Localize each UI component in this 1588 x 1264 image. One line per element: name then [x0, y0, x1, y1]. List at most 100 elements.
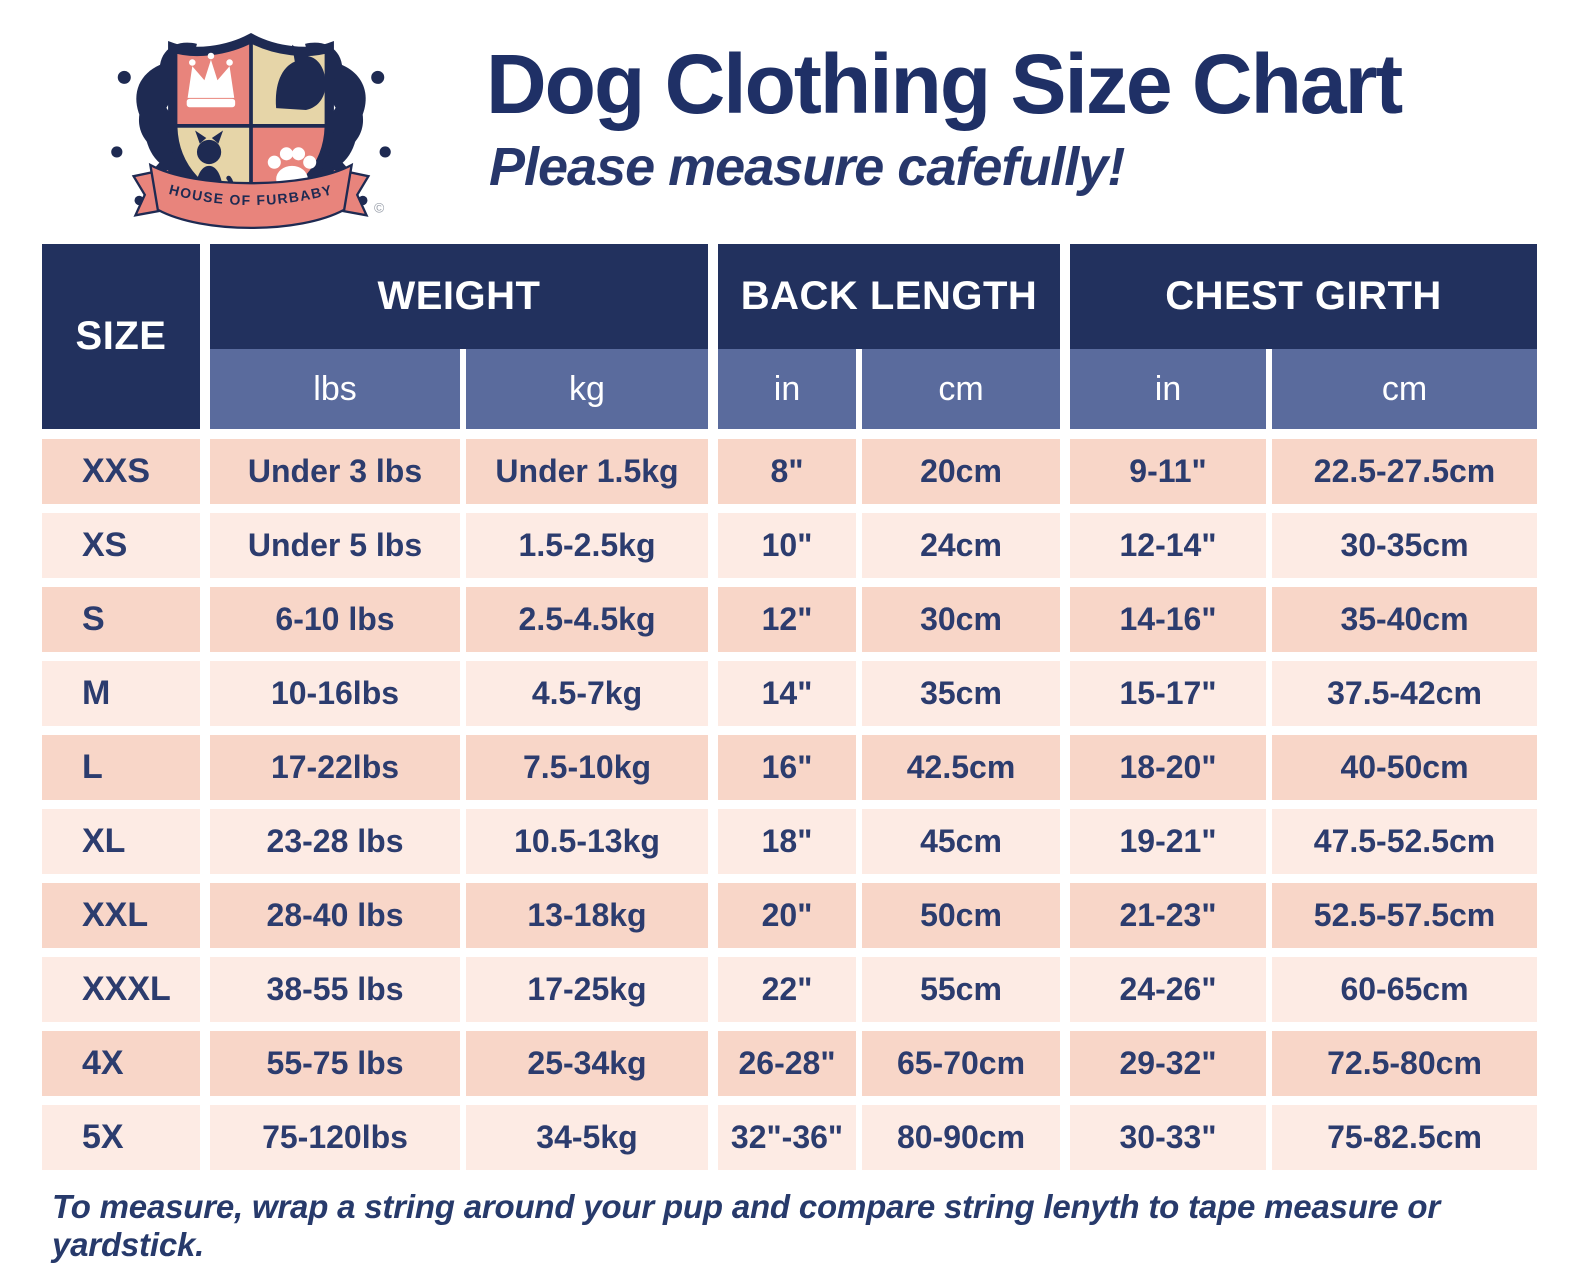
table-body: XXS Under 3 lbs Under 1.5kg 8" 20cm 9-11…	[42, 439, 1588, 1170]
column-header-size: SIZE	[42, 244, 200, 429]
weight-lbs-cell: 23-28 lbs	[210, 809, 460, 874]
size-label: 4X	[42, 1031, 200, 1096]
unit-header-chest-cm: cm	[1272, 349, 1537, 429]
chest-girth-cm-cell: 40-50cm	[1272, 735, 1537, 800]
back-length-in-cell: 22"	[718, 957, 856, 1022]
size-label: XL	[42, 809, 200, 874]
chest-girth-in-cell: 12-14"	[1070, 513, 1266, 578]
size-label: S	[42, 587, 200, 652]
unit-header-back-in: in	[718, 349, 856, 429]
back-length-in-cell: 26-28"	[718, 1031, 856, 1096]
chest-girth-in-cell: 18-20"	[1070, 735, 1266, 800]
chest-girth-cm-cell: 37.5-42cm	[1272, 661, 1537, 726]
weight-kg-cell: Under 1.5kg	[466, 439, 708, 504]
back-length-in-cell: 8"	[718, 439, 856, 504]
chest-girth-in-cell: 19-21"	[1070, 809, 1266, 874]
back-length-in-cell: 12"	[718, 587, 856, 652]
weight-lbs-cell: 17-22lbs	[210, 735, 460, 800]
weight-kg-cell: 7.5-10kg	[466, 735, 708, 800]
table-row-xxxl: XXXL 38-55 lbs 17-25kg 22" 55cm 24-26" 6…	[42, 957, 1588, 1022]
back-length-cm-cell: 35cm	[862, 661, 1060, 726]
weight-kg-cell: 25-34kg	[466, 1031, 708, 1096]
weight-lbs-cell: 28-40 lbs	[210, 883, 460, 948]
table-row-xxs: XXS Under 3 lbs Under 1.5kg 8" 20cm 9-11…	[42, 439, 1588, 504]
weight-kg-cell: 2.5-4.5kg	[466, 587, 708, 652]
chest-girth-cm-cell: 60-65cm	[1272, 957, 1537, 1022]
chest-girth-in-cell: 24-26"	[1070, 957, 1266, 1022]
back-length-cm-cell: 45cm	[862, 809, 1060, 874]
chest-girth-in-cell: 9-11"	[1070, 439, 1266, 504]
chest-girth-in-cell: 15-17"	[1070, 661, 1266, 726]
weight-kg-cell: 1.5-2.5kg	[466, 513, 708, 578]
unit-header-kg: kg	[466, 349, 708, 429]
back-length-in-cell: 18"	[718, 809, 856, 874]
back-length-in-cell: 20"	[718, 883, 856, 948]
mantling-flourish-right	[276, 41, 391, 206]
size-label: XXS	[42, 439, 200, 504]
back-length-in-cell: 14"	[718, 661, 856, 726]
back-length-cm-cell: 65-70cm	[862, 1031, 1060, 1096]
copyright-mark: ©	[374, 200, 385, 216]
chest-girth-cm-cell: 30-35cm	[1272, 513, 1537, 578]
back-length-cm-cell: 50cm	[862, 883, 1060, 948]
table-row-5x: 5X 75-120lbs 34-5kg 32"-36" 80-90cm 30-3…	[42, 1105, 1588, 1170]
weight-lbs-cell: 38-55 lbs	[210, 957, 460, 1022]
table-header: SIZE WEIGHT lbs kg BACK LENGTH in cm CHE…	[42, 244, 1588, 429]
table-row-l: L 17-22lbs 7.5-10kg 16" 42.5cm 18-20" 40…	[42, 735, 1588, 800]
weight-kg-cell: 17-25kg	[466, 957, 708, 1022]
chest-girth-in-cell: 21-23"	[1070, 883, 1266, 948]
weight-lbs-cell: 55-75 lbs	[210, 1031, 460, 1096]
column-group-back-length: BACK LENGTH in cm	[718, 244, 1060, 429]
size-chart-table: SIZE WEIGHT lbs kg BACK LENGTH in cm CHE…	[42, 244, 1588, 1170]
chest-girth-cm-cell: 72.5-80cm	[1272, 1031, 1537, 1096]
column-header-chest-girth: CHEST GIRTH	[1070, 244, 1537, 349]
size-label: M	[42, 661, 200, 726]
back-length-cm-cell: 80-90cm	[862, 1105, 1060, 1170]
back-length-cm-cell: 55cm	[862, 957, 1060, 1022]
unit-header-back-cm: cm	[862, 349, 1060, 429]
chest-girth-in-cell: 29-32"	[1070, 1031, 1266, 1096]
back-length-in-cell: 10"	[718, 513, 856, 578]
mantling-flourish-left	[111, 41, 226, 206]
chest-girth-cm-cell: 35-40cm	[1272, 587, 1537, 652]
weight-lbs-cell: Under 5 lbs	[210, 513, 460, 578]
back-length-in-cell: 16"	[718, 735, 856, 800]
weight-kg-cell: 13-18kg	[466, 883, 708, 948]
weight-kg-cell: 4.5-7kg	[466, 661, 708, 726]
size-label: 5X	[42, 1105, 200, 1170]
chest-girth-in-cell: 14-16"	[1070, 587, 1266, 652]
weight-kg-cell: 34-5kg	[466, 1105, 708, 1170]
page-title: Dog Clothing Size Chart	[486, 37, 1403, 131]
chest-girth-cm-cell: 47.5-52.5cm	[1272, 809, 1537, 874]
unit-header-chest-in: in	[1070, 349, 1266, 429]
chest-girth-in-cell: 30-33"	[1070, 1105, 1266, 1170]
dog-icon	[275, 44, 326, 111]
weight-lbs-cell: Under 3 lbs	[210, 439, 460, 504]
ribbon-banner: HOUSE OF FURBABY	[131, 162, 371, 229]
chest-girth-cm-cell: 52.5-57.5cm	[1272, 883, 1537, 948]
weight-lbs-cell: 75-120lbs	[210, 1105, 460, 1170]
header-section: HOUSE OF FURBABY © Dog Clothing Size Cha…	[0, 0, 1588, 236]
size-label: XS	[42, 513, 200, 578]
table-row-m: M 10-16lbs 4.5-7kg 14" 35cm 15-17" 37.5-…	[42, 661, 1588, 726]
title-block: Dog Clothing Size Chart Please measure c…	[486, 12, 1403, 198]
back-length-cm-cell: 20cm	[862, 439, 1060, 504]
back-length-in-cell: 32"-36"	[718, 1105, 856, 1170]
table-row-xl: XL 23-28 lbs 10.5-13kg 18" 45cm 19-21" 4…	[42, 809, 1588, 874]
back-length-cm-cell: 42.5cm	[862, 735, 1060, 800]
weight-lbs-cell: 6-10 lbs	[210, 587, 460, 652]
size-label: L	[42, 735, 200, 800]
column-header-back-length: BACK LENGTH	[718, 244, 1060, 349]
back-length-cm-cell: 30cm	[862, 587, 1060, 652]
page-subtitle: Please measure cafefully!	[489, 136, 1125, 197]
size-label: XXL	[42, 883, 200, 948]
table-row-xs: XS Under 5 lbs 1.5-2.5kg 10" 24cm 12-14"…	[42, 513, 1588, 578]
chest-girth-cm-cell: 75-82.5cm	[1272, 1105, 1537, 1170]
chest-girth-cm-cell: 22.5-27.5cm	[1272, 439, 1537, 504]
size-label: XXXL	[42, 957, 200, 1022]
weight-lbs-cell: 10-16lbs	[210, 661, 460, 726]
brand-logo: HOUSE OF FURBABY ©	[111, 32, 391, 229]
measuring-note: To measure, wrap a string around your pu…	[52, 1188, 1441, 1263]
column-group-weight: WEIGHT lbs kg	[210, 244, 708, 429]
